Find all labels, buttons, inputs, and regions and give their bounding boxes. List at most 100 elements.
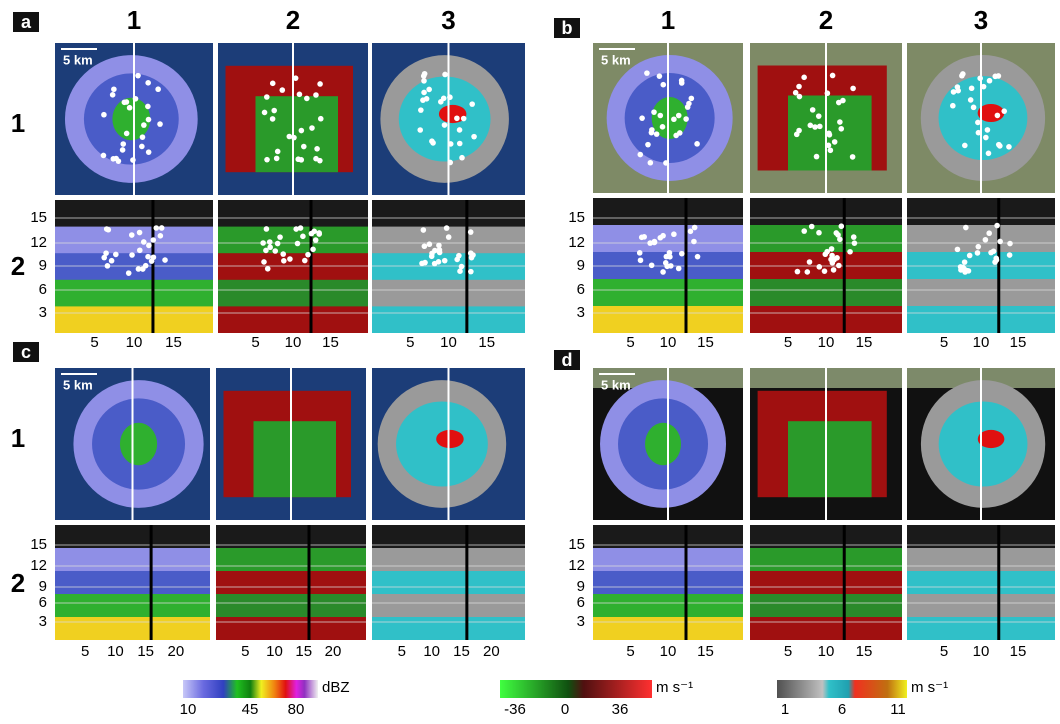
dot	[975, 120, 981, 126]
dot	[826, 143, 832, 149]
dot	[137, 230, 143, 236]
y-tick-label: 9	[577, 578, 585, 595]
dot	[454, 115, 460, 121]
dot	[809, 224, 815, 230]
dot	[807, 259, 813, 265]
dot	[260, 240, 266, 246]
dot	[261, 259, 267, 265]
column-header: 2	[286, 5, 300, 35]
dot	[829, 246, 835, 252]
dot	[146, 243, 152, 249]
dot	[997, 143, 1003, 149]
dot	[313, 92, 319, 98]
dot	[1006, 144, 1012, 150]
dot	[817, 124, 823, 130]
dot	[457, 141, 463, 147]
dot	[140, 134, 146, 140]
dot	[287, 134, 293, 140]
plan-view-image	[750, 43, 902, 193]
dot	[159, 225, 165, 231]
x-tick-label: 10	[107, 643, 124, 660]
x-tick-label: 5	[406, 334, 414, 351]
dot	[981, 84, 987, 90]
dot	[145, 80, 151, 86]
echo-layer	[593, 306, 743, 333]
dot	[461, 116, 467, 122]
dot	[801, 228, 807, 234]
dot	[816, 230, 822, 236]
dot	[146, 117, 152, 123]
x-tick-label: 5	[251, 334, 259, 351]
y-tick-label: 6	[577, 281, 585, 298]
dot	[648, 160, 654, 166]
cross-section-image	[216, 525, 366, 640]
dot	[310, 246, 316, 252]
dot	[639, 115, 645, 121]
dot	[301, 144, 307, 150]
dot	[317, 81, 323, 87]
dot	[649, 262, 655, 268]
dot	[101, 153, 107, 159]
dot	[649, 130, 655, 136]
dot	[962, 143, 968, 149]
dot	[812, 124, 818, 130]
dot	[417, 127, 423, 133]
dot	[986, 151, 992, 157]
dot	[447, 160, 453, 166]
dot	[691, 239, 697, 245]
dot	[994, 223, 1000, 229]
y-tick-label: 12	[30, 557, 47, 574]
cross-section-image	[750, 198, 902, 333]
x-tick-label: 20	[483, 643, 500, 660]
dot	[426, 87, 432, 93]
dot	[667, 250, 673, 256]
y-tick-label: 3	[39, 613, 47, 630]
dot	[686, 101, 692, 107]
x-tick-label: 15	[165, 334, 182, 351]
dot	[280, 251, 286, 257]
x-tick-label: 15	[856, 334, 873, 351]
dot	[116, 158, 122, 164]
dot	[673, 133, 679, 139]
dot	[157, 121, 163, 127]
plan-view-image	[218, 43, 368, 195]
dot	[822, 268, 828, 274]
velocity	[254, 421, 337, 497]
dot	[796, 84, 802, 90]
echo-layer	[55, 306, 213, 333]
x-tick-label: 5	[90, 334, 98, 351]
dot	[986, 230, 992, 236]
dot	[304, 96, 310, 102]
dot	[274, 156, 280, 162]
dot	[145, 254, 151, 260]
colorbar-difference	[777, 680, 907, 698]
x-tick-label: 10	[660, 334, 677, 351]
dot	[437, 250, 443, 256]
echo-layer	[907, 306, 1055, 333]
dot	[287, 256, 293, 262]
dot	[298, 157, 304, 163]
dot	[421, 78, 427, 84]
dot	[977, 75, 983, 81]
velocity	[788, 421, 872, 497]
x-tick-label: 10	[285, 334, 302, 351]
dot	[153, 225, 159, 231]
dot	[262, 110, 268, 116]
dot	[983, 237, 989, 243]
x-tick-label: 5	[784, 334, 792, 351]
dot	[318, 116, 324, 122]
dot	[151, 237, 157, 243]
dot	[837, 119, 843, 125]
dot	[126, 270, 132, 276]
dot	[951, 89, 957, 95]
dot	[429, 138, 435, 144]
dot	[421, 90, 427, 96]
dot	[1001, 108, 1007, 114]
x-tick-label: 10	[423, 643, 440, 660]
x-tick-label: 15	[453, 643, 470, 660]
dot	[657, 73, 663, 79]
dot	[645, 142, 651, 148]
dot	[109, 258, 115, 264]
dot	[311, 229, 317, 235]
x-tick-label: 10	[973, 334, 990, 351]
